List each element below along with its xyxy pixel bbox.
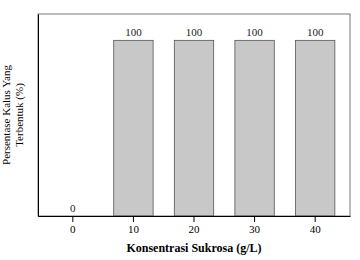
x-tick-mark [254,216,255,222]
data-label: 100 [125,26,142,38]
x-tick: 30 [249,216,261,235]
chart: 0 10 20 30 40 0 100 100 100 100 Konsentrasi Sukros… [0,0,360,260]
plot-area: 0 10 20 30 40 0 100 100 100 100 [38,14,351,235]
bars [114,40,335,216]
x-tick-mark [194,216,195,222]
x-tick: 20 [189,216,201,235]
x-tick-label: 0 [70,223,76,235]
bar [174,40,213,216]
data-label: 0 [70,202,76,214]
x-tick-label: 20 [189,223,201,235]
x-axis-title: Konsentrasi Sukrosa (g/L) [126,241,261,255]
x-tick: 40 [310,216,322,235]
chart-container: 0 10 20 30 40 0 100 100 100 100 Konsentrasi Sukros… [0,0,360,260]
x-tick: 0 [70,216,76,235]
bar [235,40,274,216]
x-axis: 0 10 20 30 40 [39,216,351,235]
y-axis-line [38,15,39,217]
data-label: 100 [246,26,263,38]
x-tick-label: 30 [249,223,261,235]
bar [295,40,334,216]
data-label: 100 [307,26,324,38]
plot-frame [38,14,350,216]
y-axis-title-line: Terbentuk (%) [13,83,26,147]
bar [114,40,153,216]
x-tick-label: 40 [310,223,322,235]
data-label: 100 [186,26,203,38]
y-axis-title-line: Persentase Kalus Yang [0,65,12,165]
x-tick-label: 10 [128,223,140,235]
y-axis-title: Persentase Kalus YangTerbentuk (%) [0,65,26,165]
x-tick-mark [315,216,316,222]
y-axis [38,15,39,217]
data-labels: 0 100 100 100 100 [70,26,324,214]
x-tick: 10 [128,216,140,235]
x-tick-mark [133,216,134,222]
x-tick-mark [72,216,73,222]
